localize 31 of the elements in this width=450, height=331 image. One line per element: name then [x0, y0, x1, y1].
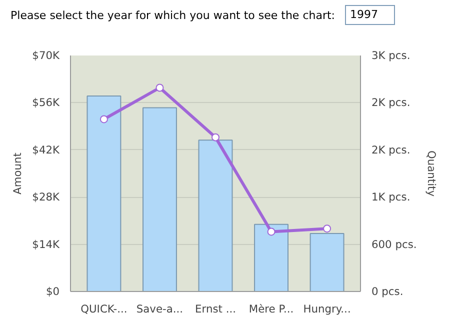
bar	[310, 233, 344, 292]
y-tick-label: $70K	[32, 49, 61, 62]
y-axis-title: Amount	[11, 152, 24, 194]
bar	[86, 95, 122, 292]
y-tick-label: $28K	[32, 190, 61, 204]
x-tick-label: Mère P...	[248, 302, 294, 316]
point	[323, 224, 332, 233]
bar	[254, 224, 288, 292]
y2-tick-label: 0 pcs.	[372, 285, 404, 298]
point	[100, 115, 108, 124]
point	[156, 84, 164, 92]
x-tick-label: Hungry...	[303, 302, 351, 316]
y-tick-label: $0	[46, 285, 60, 298]
x-tick-label: Save-a...	[136, 302, 184, 316]
y-tick-label: $56K	[32, 96, 61, 110]
point	[267, 228, 276, 236]
bar	[198, 140, 233, 292]
text: 1997	[350, 7, 378, 23]
x-tick-label: Ernst ...	[195, 302, 236, 316]
y2-tick-label: 2K pcs.	[372, 143, 410, 156]
y2-tick-label: 3K pcs.	[372, 49, 410, 62]
x-tick-label: QUICK-...	[80, 302, 128, 316]
y2-tick-label: 2K pcs.	[372, 96, 410, 110]
y2-tick-label: 1K pcs.	[372, 190, 410, 204]
text: Please select the year for which you want to see the chart:	[10, 8, 335, 24]
y-tick-label: $14K	[32, 238, 61, 251]
y2-axis-title: Quantity	[424, 150, 438, 197]
point	[212, 133, 220, 142]
y2-tick-label: 600 pcs.	[372, 238, 417, 251]
bar	[142, 107, 177, 292]
y-tick-label: $42K	[32, 143, 61, 156]
